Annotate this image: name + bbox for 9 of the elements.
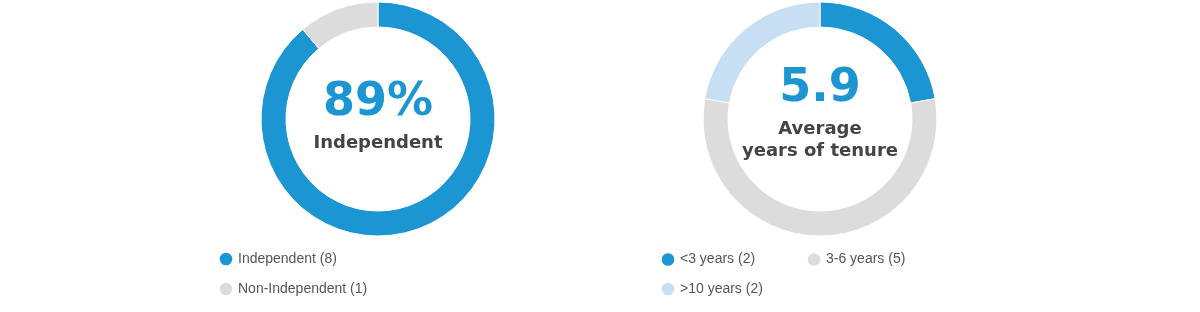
legend-label: Non-Independent (1) (238, 280, 368, 296)
text: 89% (322, 72, 434, 126)
legend-label: 3-6 years (5) (826, 250, 906, 267)
text: 5.9 (779, 58, 861, 112)
text: Independent (313, 131, 443, 152)
text: Average years of tenure (742, 117, 898, 160)
legend-label: Independent (8) (238, 250, 337, 266)
legend-label: >10 years (2) (680, 280, 763, 296)
legend-label: <3 years (2) (680, 250, 756, 267)
